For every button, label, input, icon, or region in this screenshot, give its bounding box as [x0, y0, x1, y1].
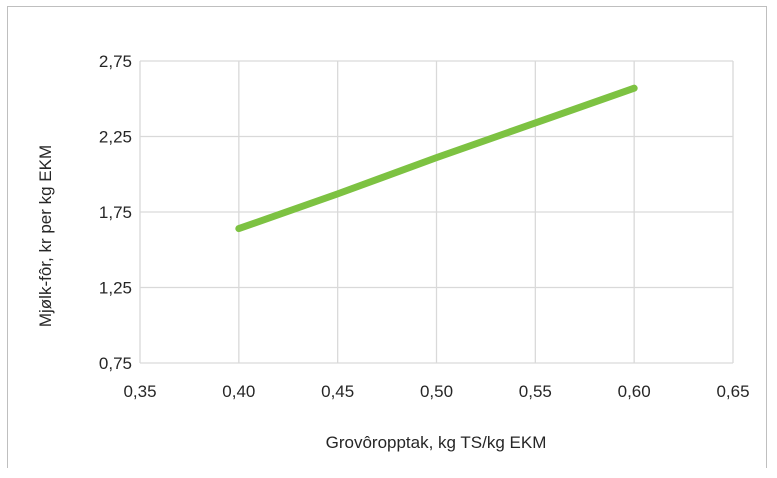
- x-tick-label: 0,35: [123, 382, 156, 401]
- x-tick-label: 0,40: [222, 382, 255, 401]
- series-line: [235, 84, 638, 233]
- x-tick-label: 0,50: [420, 382, 453, 401]
- x-tick-label: 0,45: [321, 382, 354, 401]
- y-tick-label: 2,25: [99, 128, 132, 147]
- y-tick-label: 0,75: [99, 354, 132, 373]
- grid-lines: [139, 60, 734, 364]
- series-lines: [235, 84, 638, 233]
- x-tick-label: 0,65: [716, 382, 749, 401]
- y-axis-title: Mjølk-fôr, kr per kg EKM: [36, 145, 55, 327]
- x-tick-label: 0,60: [618, 382, 651, 401]
- x-axis-title: Grovôropptak, kg TS/kg EKM: [326, 433, 547, 452]
- y-tick-label: 1,75: [99, 203, 132, 222]
- tick-labels: 0,35 0,40 0,45 0,50 0,55 0,60 0,65 0,75 1,25 1,75…: [99, 52, 750, 401]
- y-tick-label: 2,75: [99, 52, 132, 71]
- chart-frame: [7, 6, 767, 468]
- y-tick-label: 1,25: [99, 279, 132, 298]
- x-tick-label: 0,55: [519, 382, 552, 401]
